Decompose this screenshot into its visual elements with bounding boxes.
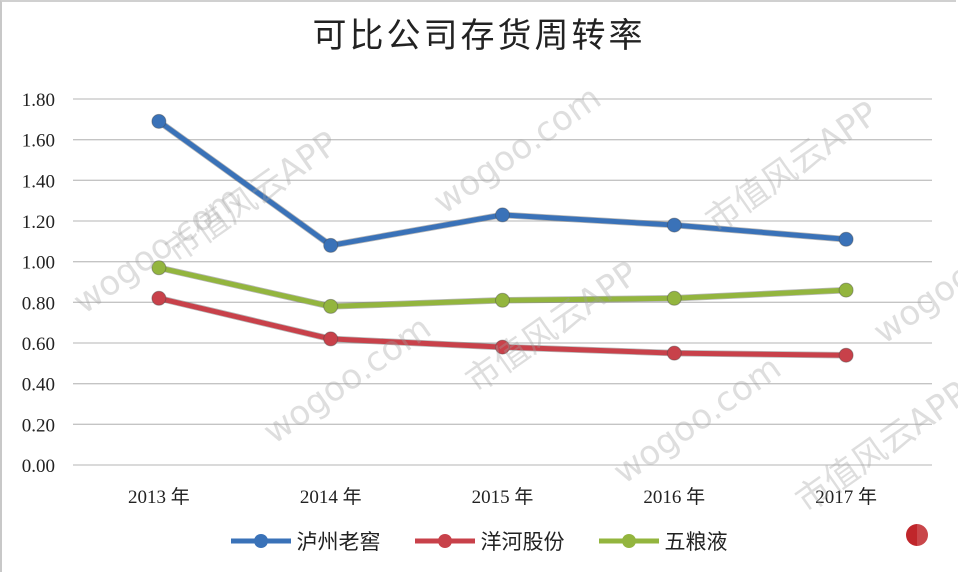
- data-point-marker: [495, 339, 510, 355]
- y-axis-ticks: 0.00 0.20 0.40 0.60 0.80 1.00 1.20 1.40 1.60 1.80: [22, 90, 55, 477]
- data-point-marker: [323, 331, 339, 347]
- series-lines: [151, 113, 854, 363]
- data-point-marker: [838, 347, 854, 363]
- legend-marker-icon: [598, 534, 659, 548]
- x-tick-label: 2013 年: [128, 486, 190, 508]
- chart-title: 可比公司存货周转率: [312, 16, 646, 56]
- legend-label: 五粮液: [664, 530, 728, 554]
- data-point-marker: [838, 282, 854, 298]
- data-point-marker: [323, 237, 339, 253]
- data-point-marker: [495, 292, 510, 308]
- y-tick-label: 1.60: [22, 131, 55, 152]
- y-tick-label: 0.80: [22, 293, 55, 314]
- x-tick-label: 2014 年: [300, 486, 362, 508]
- data-point-marker: [838, 231, 854, 247]
- legend-item-luzhou-laojiao: 泸州老窖: [230, 526, 381, 556]
- y-tick-label: 0.00: [22, 456, 55, 477]
- legend-item-wuliangye: 五粮液: [598, 526, 728, 556]
- x-axis-ticks: 2013 年 2014 年 2015 年 2016 年 2017 年: [128, 486, 877, 508]
- legend-marker-icon: [414, 534, 475, 548]
- x-tick-label: 2017 年: [815, 486, 877, 508]
- legend-marker-icon: [230, 534, 291, 548]
- data-point-marker: [323, 298, 339, 314]
- y-tick-label: 1.20: [22, 212, 55, 233]
- y-tick-label: 1.80: [22, 90, 55, 111]
- y-tick-label: 0.60: [22, 334, 55, 355]
- legend-item-yanghe: 洋河股份: [414, 526, 565, 556]
- x-tick-label: 2015 年: [472, 486, 534, 508]
- data-point-marker: [666, 290, 682, 306]
- y-tick-label: 1.00: [22, 253, 55, 274]
- y-tick-label: 0.40: [22, 375, 55, 396]
- brand-logo-icon: [906, 524, 928, 546]
- data-point-marker: [666, 217, 682, 233]
- x-tick-label: 2016 年: [643, 486, 705, 508]
- legend-label: 泸州老窖: [296, 530, 381, 554]
- chart-legend: 泸州老窖 洋河股份 五粮液: [0, 526, 958, 556]
- data-point-marker: [151, 290, 167, 306]
- legend-label: 洋河股份: [480, 530, 565, 554]
- data-point-marker: [495, 207, 510, 223]
- data-point-marker: [151, 260, 167, 276]
- y-tick-label: 0.20: [22, 415, 55, 436]
- data-point-marker: [151, 113, 167, 129]
- y-tick-label: 1.40: [22, 171, 55, 192]
- data-point-marker: [666, 345, 682, 361]
